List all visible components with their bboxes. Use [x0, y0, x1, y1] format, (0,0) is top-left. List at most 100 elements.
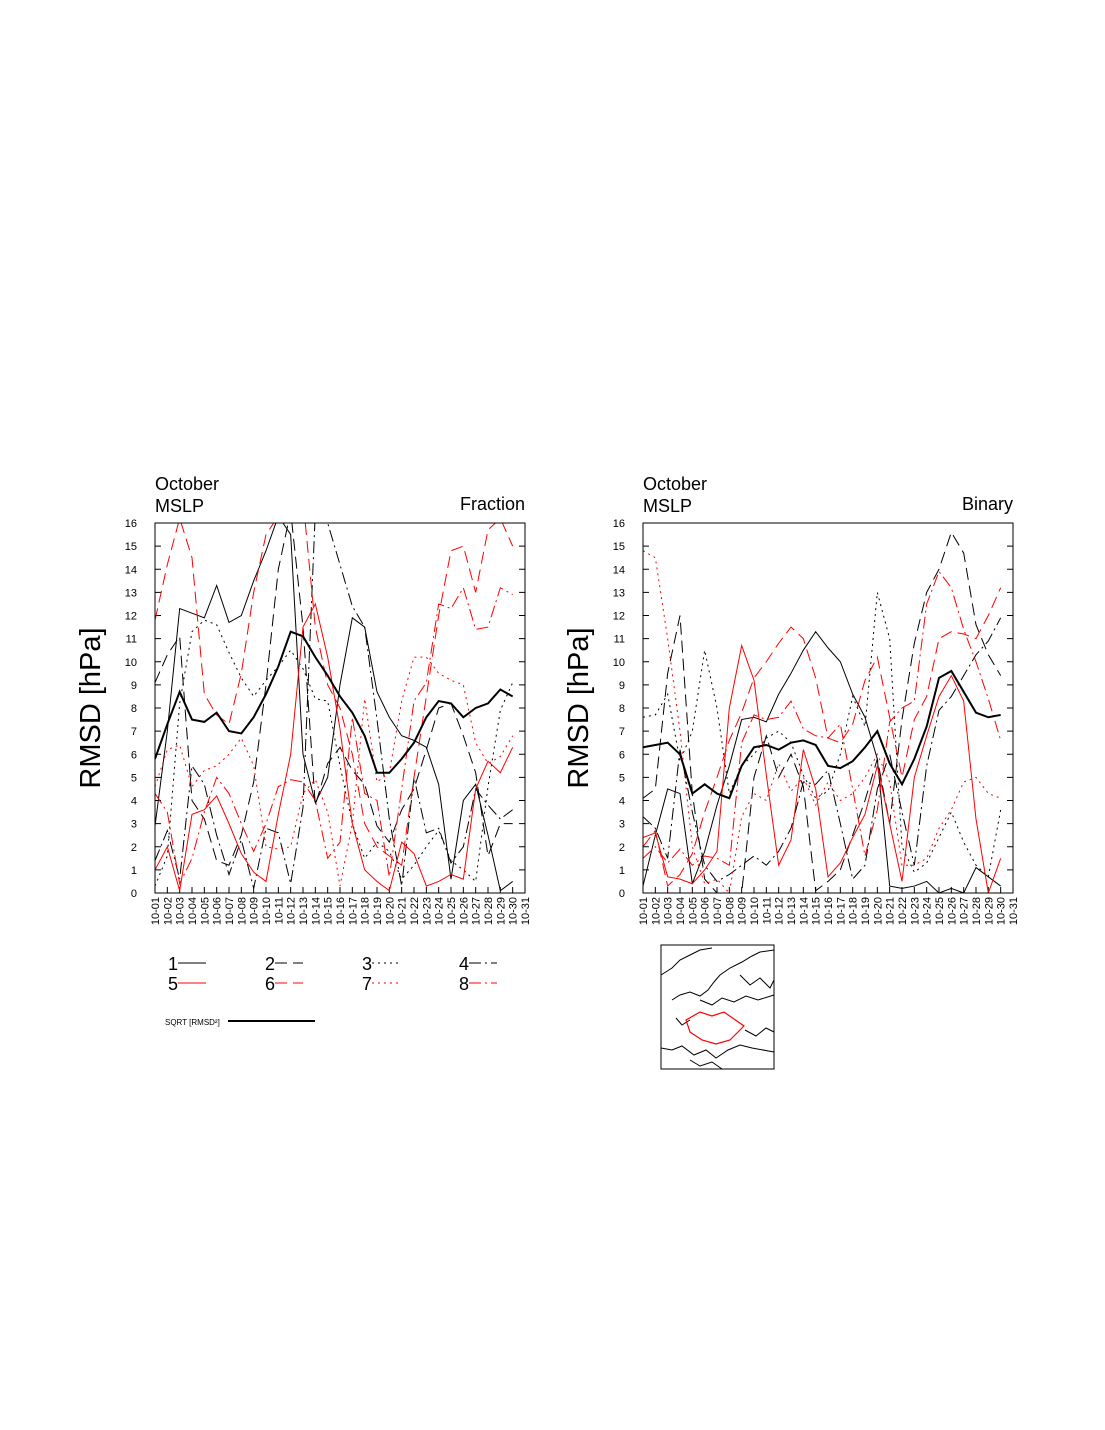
x-tick-label: 10-22 [409, 897, 421, 925]
plot-frame [154, 522, 526, 894]
x-tick-label: 10-10 [749, 897, 761, 925]
chart-title: October [643, 474, 707, 494]
chart-title: October [155, 474, 219, 494]
y-tick-label: 11 [614, 634, 625, 646]
legend-label: 8 [459, 974, 469, 994]
y-tick-label: 0 [131, 888, 137, 900]
x-tick-label: 10-11 [273, 897, 285, 924]
x-tick-label: 10-30 [996, 897, 1008, 925]
x-tick-label: 10-30 [508, 897, 520, 925]
x-tick-label: 10-21 [885, 897, 897, 925]
legend-label: 7 [362, 974, 372, 994]
x-tick-label: 10-16 [823, 897, 835, 925]
series-line [155, 656, 514, 887]
x-tick-label: 10-04 [187, 897, 199, 925]
y-tick-label: 0 [619, 888, 625, 900]
x-tick-label: 10-10 [261, 897, 273, 925]
y-tick-label: 2 [619, 842, 625, 854]
x-tick-label: 10-13 [786, 897, 798, 925]
x-tick-label: 10-23 [909, 897, 921, 925]
plot-frame [642, 522, 1014, 894]
panel-label: Binary [962, 494, 1013, 514]
x-tick-label: 10-03 [663, 897, 675, 925]
y-tick-label: 10 [125, 657, 137, 669]
x-tick-label: 10-07 [224, 897, 236, 925]
x-tick-label: 10-19 [860, 897, 872, 925]
y-tick-label: 11 [126, 634, 137, 646]
y-tick-label: 5 [131, 772, 137, 784]
x-tick-label: 10-31 [520, 897, 532, 925]
coastline [660, 947, 775, 1070]
y-tick-label: 14 [613, 564, 625, 576]
x-tick-label: 10-15 [811, 897, 823, 925]
series-line [643, 592, 1002, 878]
y-tick-label: 4 [131, 796, 137, 808]
x-tick-label: 10-01 [638, 897, 650, 925]
x-tick-label: 10-13 [298, 897, 310, 925]
series-line [155, 602, 514, 892]
y-tick-label: 15 [125, 541, 137, 553]
y-tick-label: 2 [131, 842, 137, 854]
legend-label: 5 [168, 974, 178, 994]
domain-outline [685, 1011, 745, 1045]
panel-label: Fraction [460, 494, 525, 514]
y-tick-label: 8 [131, 703, 137, 715]
y-tick-label: 10 [613, 657, 625, 669]
map-frame [660, 944, 775, 1070]
x-tick-label: 10-03 [175, 897, 187, 925]
plot-lines [155, 523, 514, 892]
x-tick-label: 10-12 [286, 897, 298, 925]
x-tick-label: 10-01 [150, 897, 162, 925]
y-tick-label: 12 [125, 611, 137, 623]
inset-map [660, 944, 775, 1070]
series-line [643, 630, 1001, 893]
series-line [155, 619, 514, 887]
x-tick-label: 10-21 [397, 897, 409, 925]
y-tick-label: 1 [131, 865, 137, 877]
x-tick-label: 10-05 [199, 897, 211, 925]
x-tick-label: 10-04 [675, 897, 687, 925]
x-tick-label: 10-15 [323, 897, 335, 925]
x-tick-label: 10-26 [458, 897, 470, 925]
chart-subtitle: MSLP [155, 496, 204, 516]
y-tick-label: 7 [619, 726, 625, 738]
y-tick-label: 3 [619, 819, 625, 831]
y-tick-label: 13 [125, 587, 137, 599]
y-tick-label: 6 [619, 749, 625, 761]
y-tick-label: 15 [613, 541, 625, 553]
x-tick-label: 10-18 [360, 897, 372, 925]
x-tick-label: 10-20 [872, 897, 884, 925]
plot-lines [643, 531, 1002, 893]
x-tick-label: 10-31 [1008, 897, 1020, 925]
y-tick-label: 12 [613, 611, 625, 623]
y-tick-label: 6 [131, 749, 137, 761]
series-line [643, 531, 1002, 893]
series-line [155, 586, 513, 886]
y-tick-label: 14 [125, 564, 137, 576]
x-tick-label: 10-25 [446, 897, 458, 925]
x-tick-label: 10-14 [310, 897, 322, 925]
x-tick-label: 10-06 [700, 897, 712, 925]
series-line [643, 550, 1001, 893]
y-tick-label: 3 [131, 819, 137, 831]
y-tick-label: 16 [613, 518, 625, 530]
series-line [643, 570, 1002, 867]
y-tick-label: 1 [619, 865, 625, 877]
series-line [643, 669, 1001, 800]
x-tick-label: 10-06 [212, 897, 224, 925]
x-tick-label: 10-20 [384, 897, 396, 925]
y-axis-label: RMSD [hPa] [563, 627, 595, 788]
series-line [155, 523, 513, 866]
x-tick-label: 10-05 [687, 897, 699, 925]
y-tick-label: 9 [131, 680, 137, 692]
x-tick-label: 10-11 [761, 897, 773, 924]
x-tick-label: 10-02 [162, 897, 174, 925]
x-tick-label: 10-18 [848, 897, 860, 925]
series-line [643, 643, 1002, 893]
x-tick-label: 10-24 [434, 897, 446, 925]
legend-label: 4 [459, 954, 469, 974]
legend-label: 3 [362, 954, 372, 974]
series-line [643, 587, 1002, 888]
y-tick-label: 7 [131, 726, 137, 738]
